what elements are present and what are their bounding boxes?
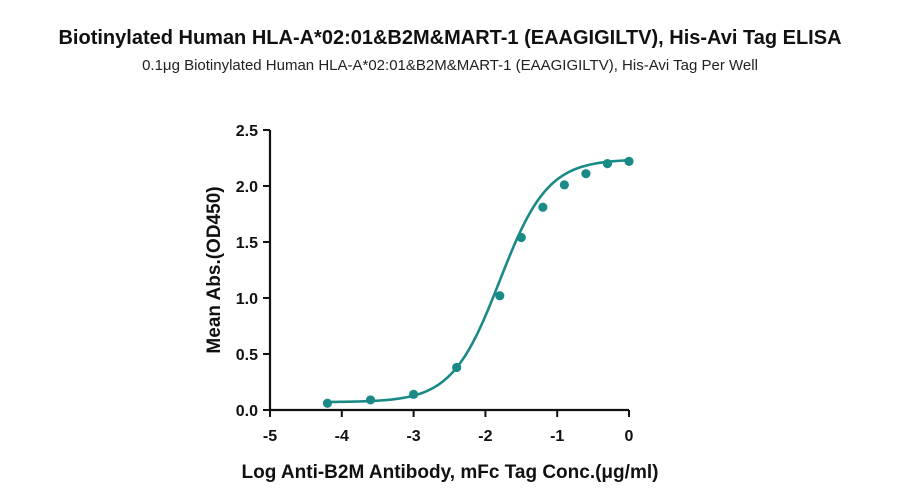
y-tick-label: 2.0 (236, 179, 258, 196)
data-point (365, 395, 376, 405)
y-axis-label: Mean Abs.(OD450) (204, 186, 225, 353)
x-axis-ticks: -5 -4 -3 -2 -1 0 (263, 410, 634, 445)
data-point (624, 156, 634, 166)
x-axis-label: Log Anti-B2M Antibody, mFc Tag Conc.(μg/… (242, 462, 659, 483)
x-tick-label: -1 (550, 428, 564, 445)
data-point (516, 232, 526, 243)
x-tick-label: -2 (478, 428, 492, 445)
x-tick-label: -5 (263, 428, 277, 445)
y-tick-label: 0.5 (236, 347, 258, 364)
y-tick-label: 0.0 (236, 403, 258, 420)
y-tick-label: 1.0 (236, 291, 258, 308)
y-axis-ticks: 0.0 0.5 1.0 1.5 2.0 2.5 (236, 123, 270, 420)
y-tick-label: 2.5 (236, 123, 258, 140)
y-tick-label: 1.5 (236, 235, 258, 252)
data-point (322, 398, 333, 408)
data-point (602, 159, 613, 169)
x-tick-label: -3 (406, 428, 420, 445)
x-tick-label: -4 (335, 428, 349, 445)
data-point (452, 362, 462, 373)
chart-title: Biotinylated Human HLA-A*02:01&B2M&MART-… (58, 27, 841, 49)
data-point (495, 291, 505, 301)
data-points (322, 156, 634, 408)
chart-subtitle: 0.1μg Biotinylated Human HLA-A*02:01&B2M… (142, 57, 758, 74)
fit-curve (327, 158, 630, 404)
x-tick-label: 0 (625, 428, 634, 445)
axes (268, 130, 629, 412)
data-point (538, 202, 548, 212)
data-point (581, 169, 591, 179)
data-point (559, 180, 569, 190)
data-point (409, 389, 419, 399)
